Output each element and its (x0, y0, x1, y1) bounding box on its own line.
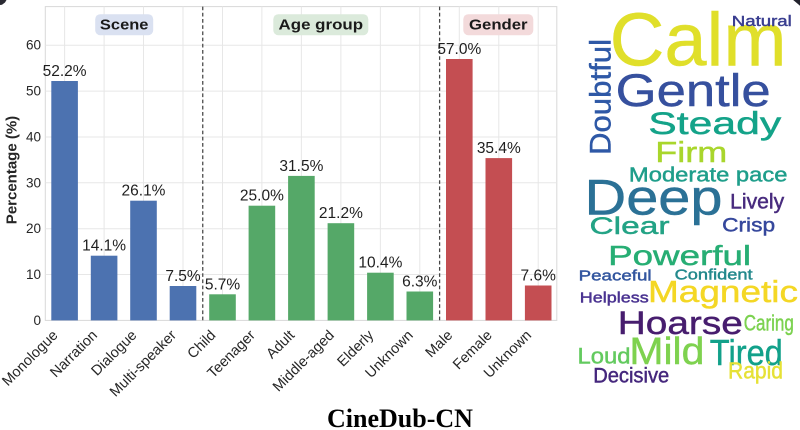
svg-text:50: 50 (26, 84, 41, 99)
svg-text:26.1%: 26.1% (122, 183, 166, 200)
svg-text:10.4%: 10.4% (358, 255, 402, 272)
svg-text:Steady: Steady (648, 105, 781, 141)
svg-text:Lively: Lively (730, 191, 784, 214)
svg-text:35.4%: 35.4% (477, 140, 521, 157)
svg-text:Gender: Gender (469, 17, 528, 34)
svg-text:Clear: Clear (590, 213, 670, 240)
svg-text:21.2%: 21.2% (319, 205, 363, 222)
svg-text:14.1%: 14.1% (82, 238, 126, 255)
svg-text:20: 20 (26, 221, 41, 236)
svg-text:6.3%: 6.3% (402, 274, 438, 291)
svg-text:Confident: Confident (675, 267, 754, 284)
svg-text:Natural: Natural (732, 13, 792, 30)
svg-text:Moderate pace: Moderate pace (629, 165, 788, 187)
svg-text:Scene: Scene (100, 17, 149, 34)
svg-text:30: 30 (26, 175, 41, 190)
svg-text:Peaceful: Peaceful (579, 267, 652, 284)
svg-text:Hoarse: Hoarse (618, 305, 743, 341)
svg-text:Magnetic: Magnetic (648, 275, 798, 309)
svg-text:31.5%: 31.5% (279, 158, 323, 175)
svg-text:5.7%: 5.7% (205, 276, 241, 293)
svg-text:57.0%: 57.0% (437, 41, 481, 58)
svg-text:CineDub-CN: CineDub-CN (327, 404, 473, 430)
svg-text:60: 60 (26, 38, 41, 53)
svg-text:7.5%: 7.5% (165, 268, 201, 285)
svg-text:Caring: Caring (744, 311, 794, 336)
svg-text:Decisive: Decisive (593, 365, 669, 388)
svg-text:Tired: Tired (710, 332, 783, 373)
svg-text:0: 0 (33, 313, 41, 328)
svg-text:Mild: Mild (629, 331, 704, 373)
svg-text:Helpless: Helpless (580, 289, 649, 306)
svg-text:Rapid: Rapid (728, 357, 783, 383)
svg-text:Calm: Calm (610, 0, 787, 82)
svg-text:7.6%: 7.6% (521, 268, 557, 285)
svg-text:52.2%: 52.2% (43, 63, 87, 80)
svg-text:Percentage (%): Percentage (%) (4, 116, 21, 224)
svg-text:40: 40 (26, 130, 41, 145)
svg-text:Deep: Deep (585, 170, 723, 226)
svg-text:Age group: Age group (279, 17, 364, 34)
svg-text:25.0%: 25.0% (240, 188, 284, 205)
svg-text:Powerful: Powerful (608, 240, 751, 271)
svg-text:Doubtful: Doubtful (585, 39, 618, 155)
svg-text:Firm: Firm (655, 137, 727, 169)
svg-text:Gentle: Gentle (616, 65, 771, 116)
svg-text:Crisp: Crisp (722, 216, 775, 237)
svg-text:10: 10 (26, 267, 41, 282)
svg-text:Loud: Loud (578, 343, 631, 368)
